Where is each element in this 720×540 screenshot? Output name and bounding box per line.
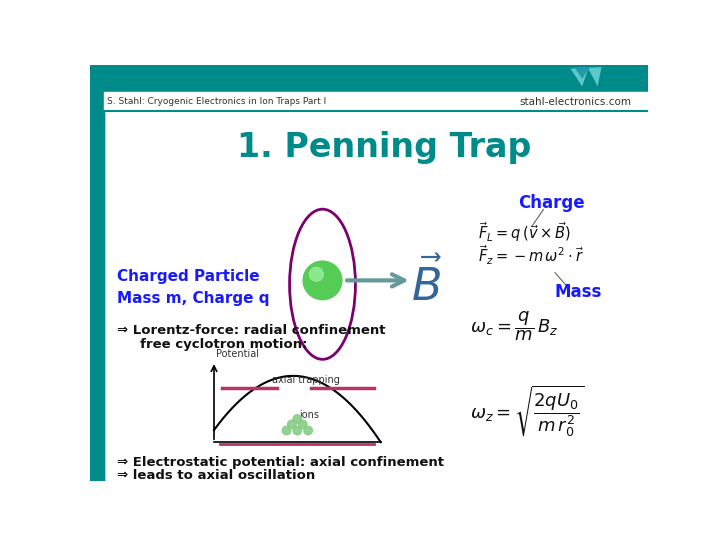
Text: ⇒ Electrostatic potential: axial confinement: ⇒ Electrostatic potential: axial confine… [117,456,444,469]
Text: $\omega_c = \dfrac{q}{m}\,B_z$: $\omega_c = \dfrac{q}{m}\,B_z$ [469,310,558,343]
Bar [104,92,662,111]
Polygon shape [575,67,590,79]
Bar [90,65,104,481]
Circle shape [293,426,302,435]
Circle shape [304,426,312,435]
Text: Potential: Potential [215,349,258,359]
Text: Mass: Mass [554,283,602,301]
Circle shape [299,420,307,429]
Text: 1. Penning Trap: 1. Penning Trap [238,131,531,165]
Circle shape [303,261,342,300]
Text: ions: ions [299,410,319,420]
Text: $\vec{B}$: $\vec{B}$ [411,259,443,310]
Text: $\omega_z = \sqrt{\dfrac{2qU_0}{m\,r_0^2}}$: $\omega_z = \sqrt{\dfrac{2qU_0}{m\,r_0^2… [469,383,584,439]
Text: $\vec{F}_L = q\,(\vec{v} \times \vec{B})$: $\vec{F}_L = q\,(\vec{v} \times \vec{B})… [477,220,570,244]
Circle shape [310,267,323,281]
Text: Charged Particle
Mass m, Charge q: Charged Particle Mass m, Charge q [117,269,269,306]
Text: $\vec{F}_z = -m\,\omega^2 \cdot \vec{r}$: $\vec{F}_z = -m\,\omega^2 \cdot \vec{r}$ [477,243,584,267]
Text: ⇒ leads to axial oscillation: ⇒ leads to axial oscillation [117,469,315,482]
Text: Charge: Charge [518,194,585,212]
Polygon shape [570,67,601,86]
Text: S. Stahl: Cryogenic Electronics in Ion Traps Part I: S. Stahl: Cryogenic Electronics in Ion T… [107,97,326,106]
Text: ⇒ Lorentz-force: radial confinement: ⇒ Lorentz-force: radial confinement [117,324,386,337]
Circle shape [293,415,302,423]
Text: stahl-electronics.com: stahl-electronics.com [519,97,631,107]
Bar [90,65,104,481]
Circle shape [287,420,296,429]
Text: axial trapping: axial trapping [271,375,340,385]
Bar [90,65,648,92]
Circle shape [282,426,291,435]
Text: free cyclotron motion:: free cyclotron motion: [117,338,307,351]
